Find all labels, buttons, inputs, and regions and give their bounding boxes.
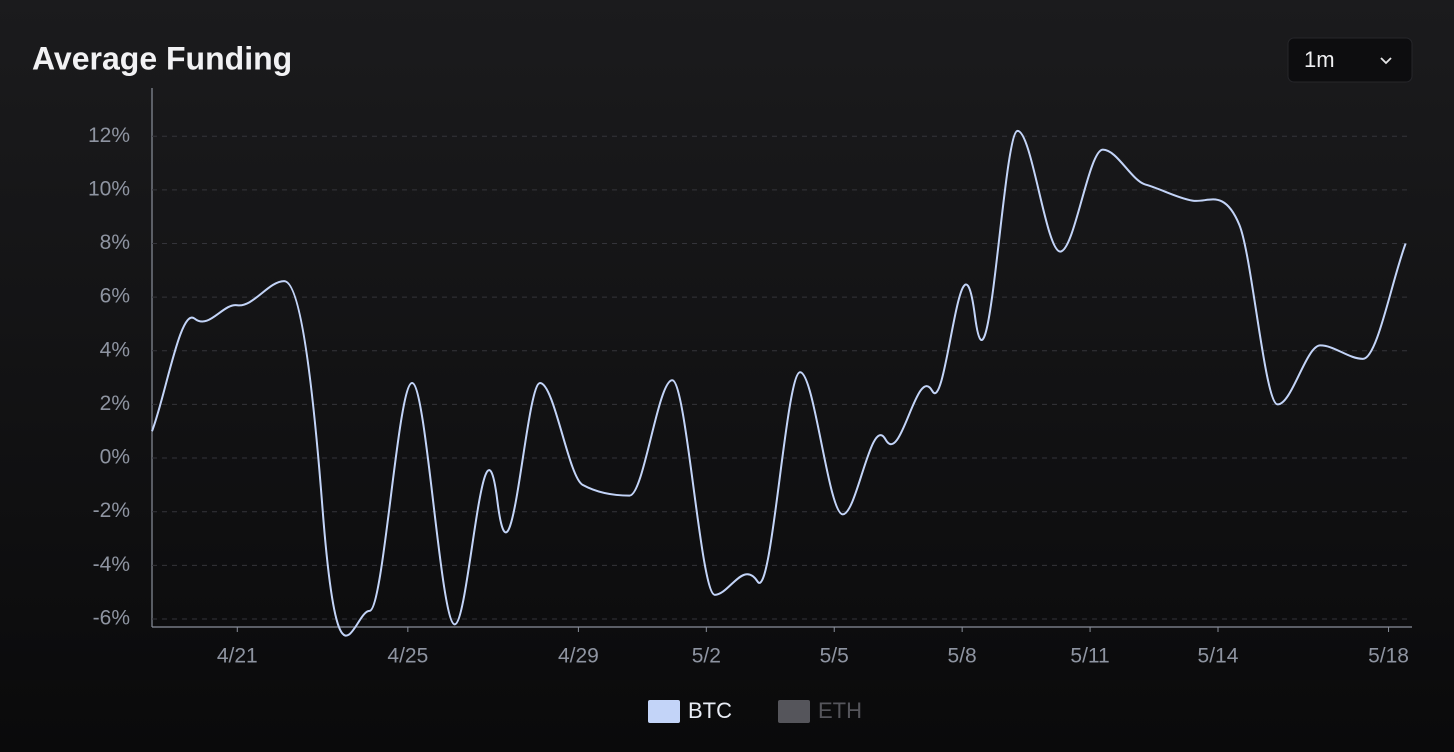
y-tick-label: -4% — [93, 553, 130, 576]
legend-swatch[interactable] — [778, 700, 810, 723]
x-tick-label: 4/25 — [387, 645, 428, 668]
y-tick-label: 12% — [88, 124, 130, 147]
y-tick-label: 2% — [100, 392, 130, 415]
x-tick-label: 4/21 — [217, 645, 258, 668]
y-tick-label: 8% — [100, 231, 130, 254]
y-tick-label: 6% — [100, 285, 130, 308]
y-tick-label: 10% — [88, 177, 130, 200]
y-tick-label: -2% — [93, 499, 130, 522]
x-tick-label: 5/8 — [948, 645, 977, 668]
y-tick-label: 0% — [100, 446, 130, 469]
line-series — [151, 129, 1407, 637]
y-tick-label: -6% — [93, 607, 130, 630]
x-tick-label: 5/2 — [692, 645, 721, 668]
x-tick-label: 5/14 — [1198, 645, 1239, 668]
x-tick-label: 4/29 — [558, 645, 599, 668]
x-tick-label: 5/18 — [1368, 645, 1409, 668]
y-tick-label: 4% — [100, 338, 130, 361]
legend-label[interactable]: ETH — [818, 698, 862, 723]
dropdown-chevron[interactable] — [1380, 57, 1392, 65]
legend-swatch[interactable] — [648, 700, 680, 723]
legend-label[interactable]: BTC — [688, 698, 732, 723]
chart-title: Average Funding — [32, 40, 292, 76]
dropdown-label[interactable]: 1m — [1304, 47, 1335, 72]
dropdown-box[interactable] — [1287, 37, 1413, 83]
range-dropdown[interactable]: 1m — [1287, 37, 1413, 83]
x-tick-label: 5/5 — [820, 645, 849, 668]
x-tick-label: 5/11 — [1070, 645, 1109, 668]
